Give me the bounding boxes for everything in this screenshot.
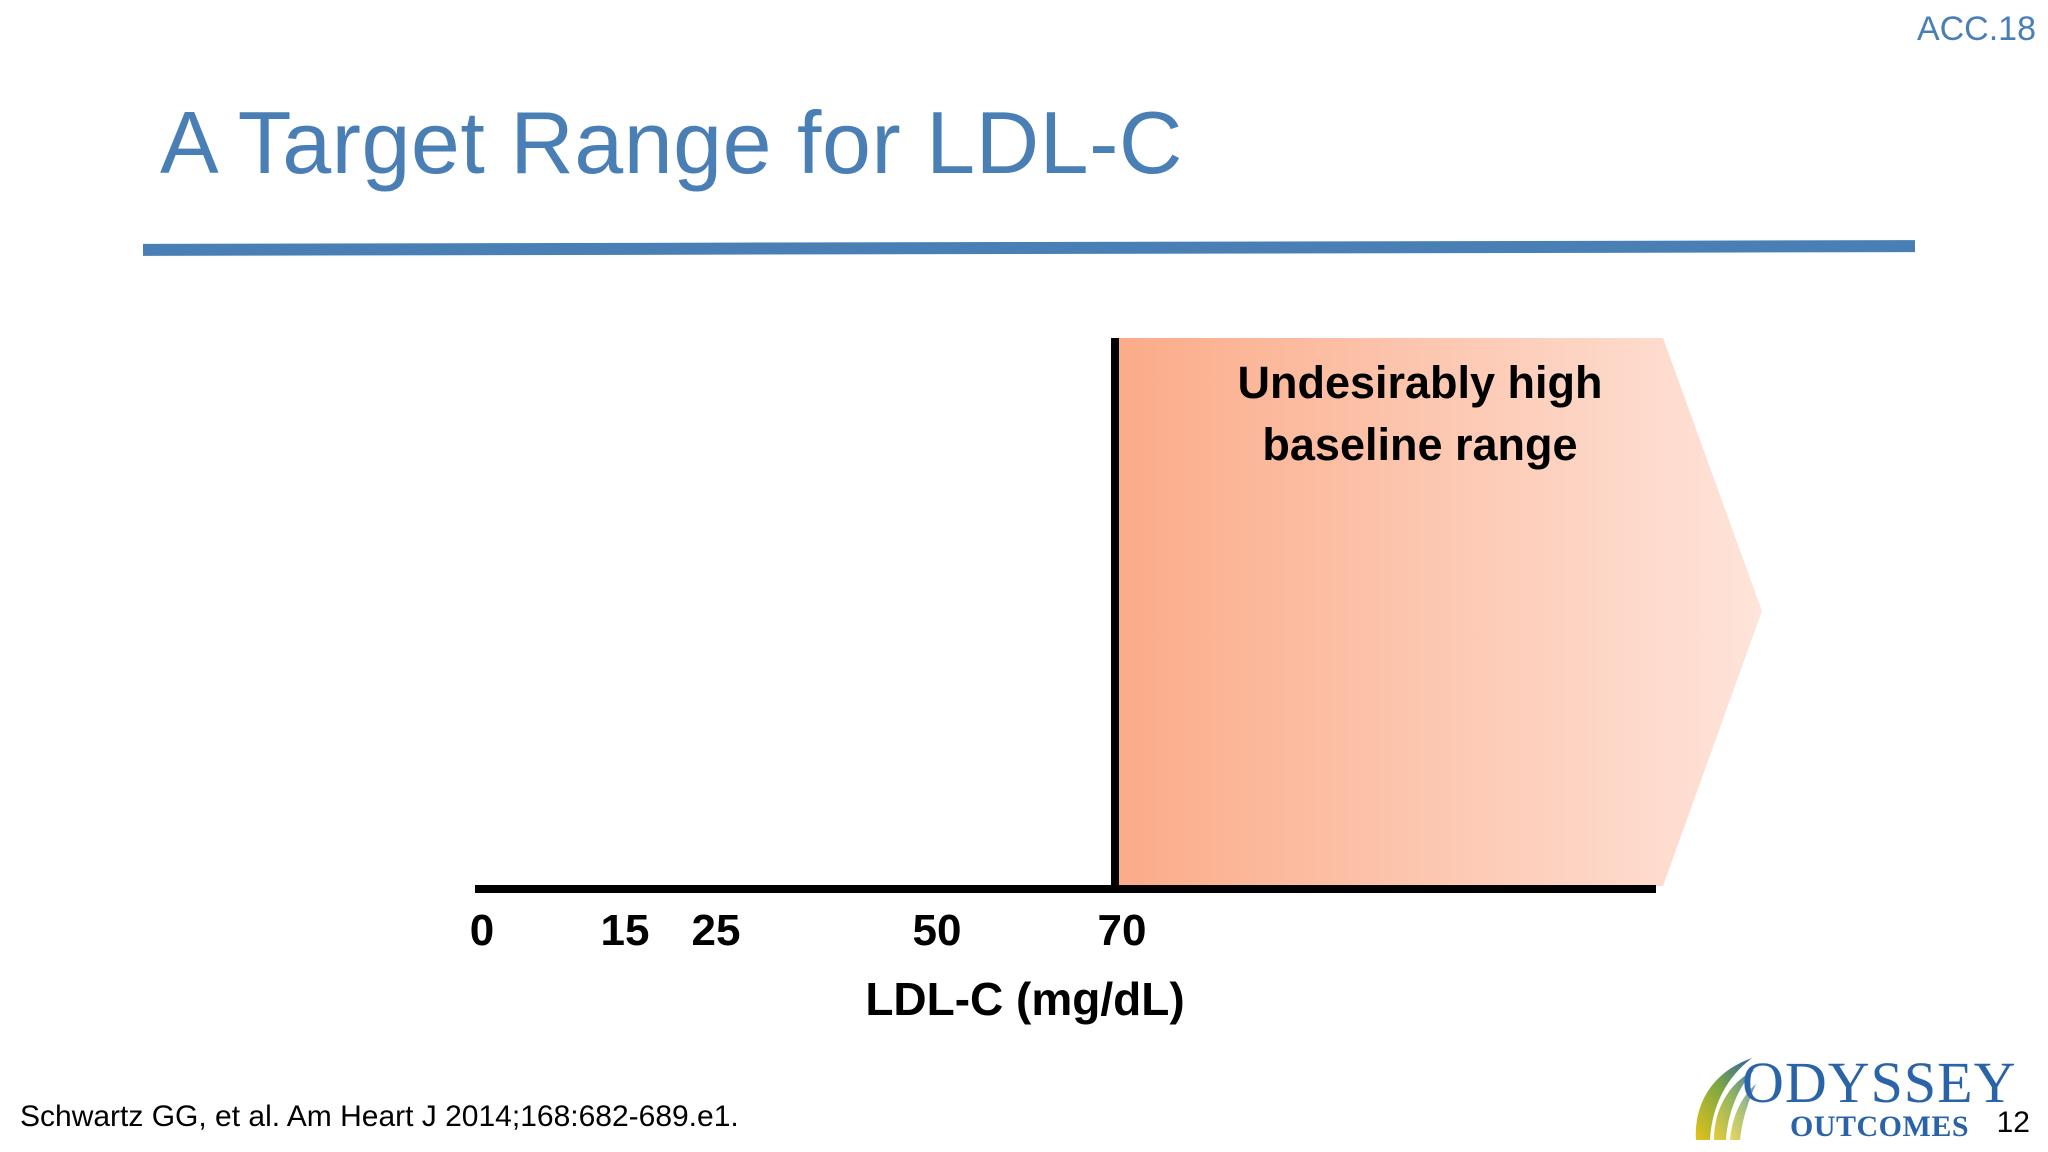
page-number: 12 [1996,1106,2030,1139]
conference-tag: ACC.18 [1916,10,2036,48]
tick-label-0: 0 [469,906,495,955]
citation: Schwartz GG, et al. Am Heart J 2014;168:… [20,1100,739,1133]
band-label-line-2: baseline range [1262,419,1578,470]
tick-label-70: 70 [1097,906,1147,955]
logo-swoosh-icon [1695,1058,1756,1140]
logo-text-odyssey: ODYSSEY [1742,1050,2017,1115]
high-baseline-arrow-band [1116,338,1762,886]
band-label-line-1: Undesirably high [1237,357,1603,408]
odyssey-outcomes-logo: ODYSSEY OUTCOMES [1688,1052,2016,1143]
slide-title: A Target Range for LDL-C [160,93,1183,192]
logo-text-outcomes: OUTCOMES [1790,1110,1970,1143]
band-label: Undesirably high baseline range [1180,352,1660,476]
tick-label-50: 50 [912,906,962,955]
axis-title: LDL-C (mg/dL) [865,973,1185,1025]
tick-label-25: 25 [691,906,741,955]
tick-label-15: 15 [600,906,650,955]
